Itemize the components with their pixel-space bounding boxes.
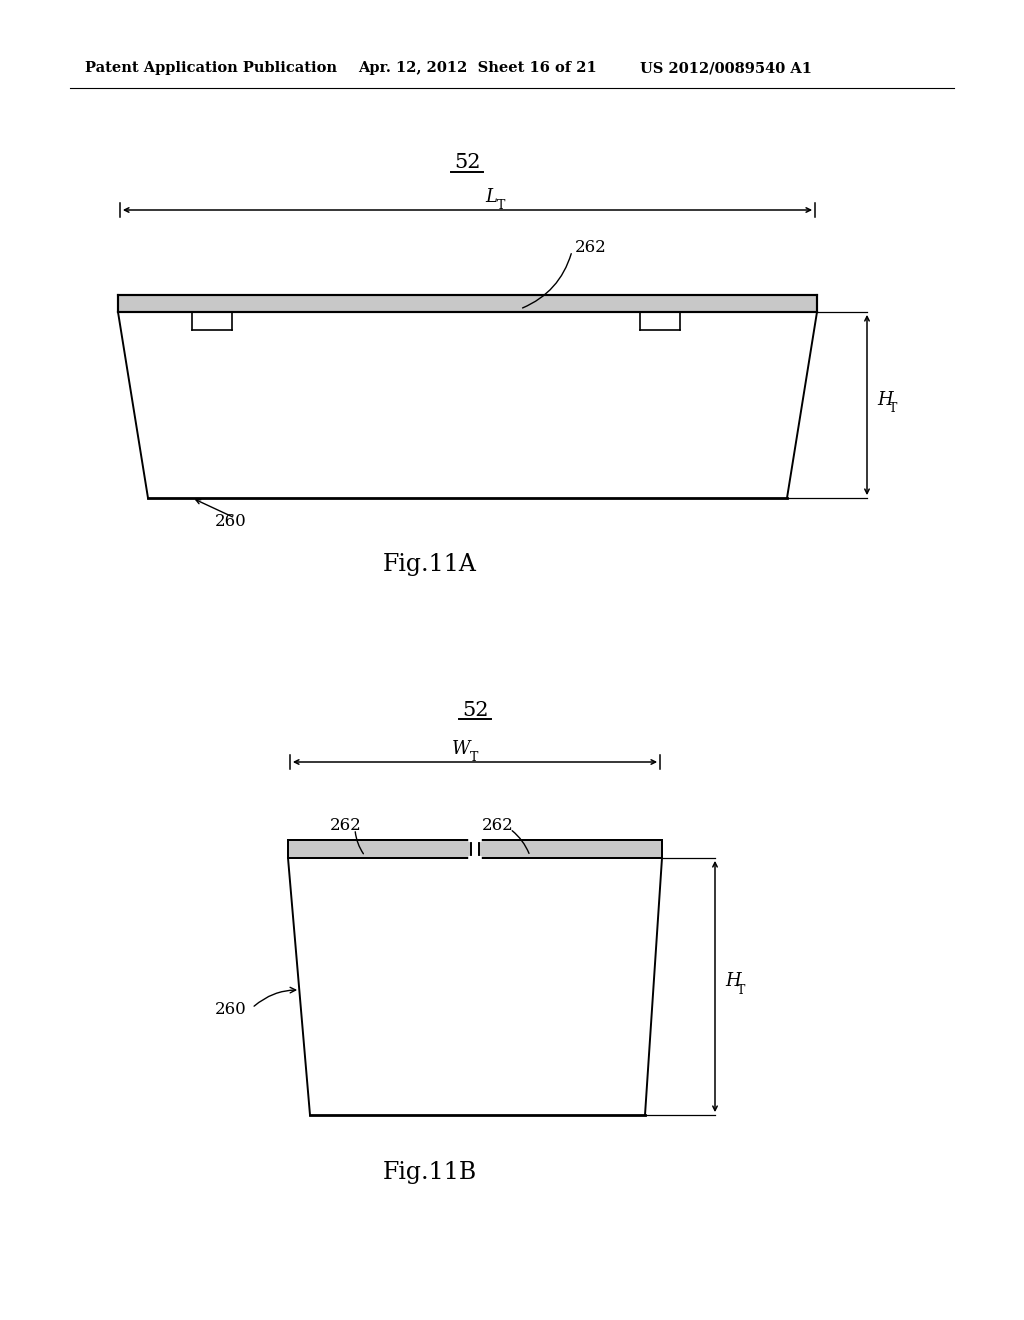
Text: W: W (452, 741, 470, 758)
Text: US 2012/0089540 A1: US 2012/0089540 A1 (640, 61, 812, 75)
Text: T: T (497, 199, 506, 213)
Text: L: L (485, 187, 497, 206)
Text: 262: 262 (575, 239, 607, 256)
Text: Fig.11A: Fig.11A (383, 553, 477, 577)
Text: 52: 52 (462, 701, 488, 719)
Text: T: T (737, 983, 745, 997)
Bar (479, 840, 662, 858)
Bar (288, 840, 471, 858)
Text: H: H (725, 973, 740, 990)
Text: 260: 260 (215, 513, 247, 531)
Text: 262: 262 (330, 817, 361, 834)
Text: H: H (877, 391, 893, 409)
Text: 52: 52 (454, 153, 480, 173)
Text: 262: 262 (482, 817, 514, 834)
Text: T: T (889, 403, 897, 414)
Text: Fig.11B: Fig.11B (383, 1162, 477, 1184)
Text: T: T (470, 751, 478, 764)
Text: 260: 260 (215, 1002, 247, 1019)
Text: Patent Application Publication: Patent Application Publication (85, 61, 337, 75)
Bar (118, 294, 817, 312)
Text: Apr. 12, 2012  Sheet 16 of 21: Apr. 12, 2012 Sheet 16 of 21 (358, 61, 597, 75)
